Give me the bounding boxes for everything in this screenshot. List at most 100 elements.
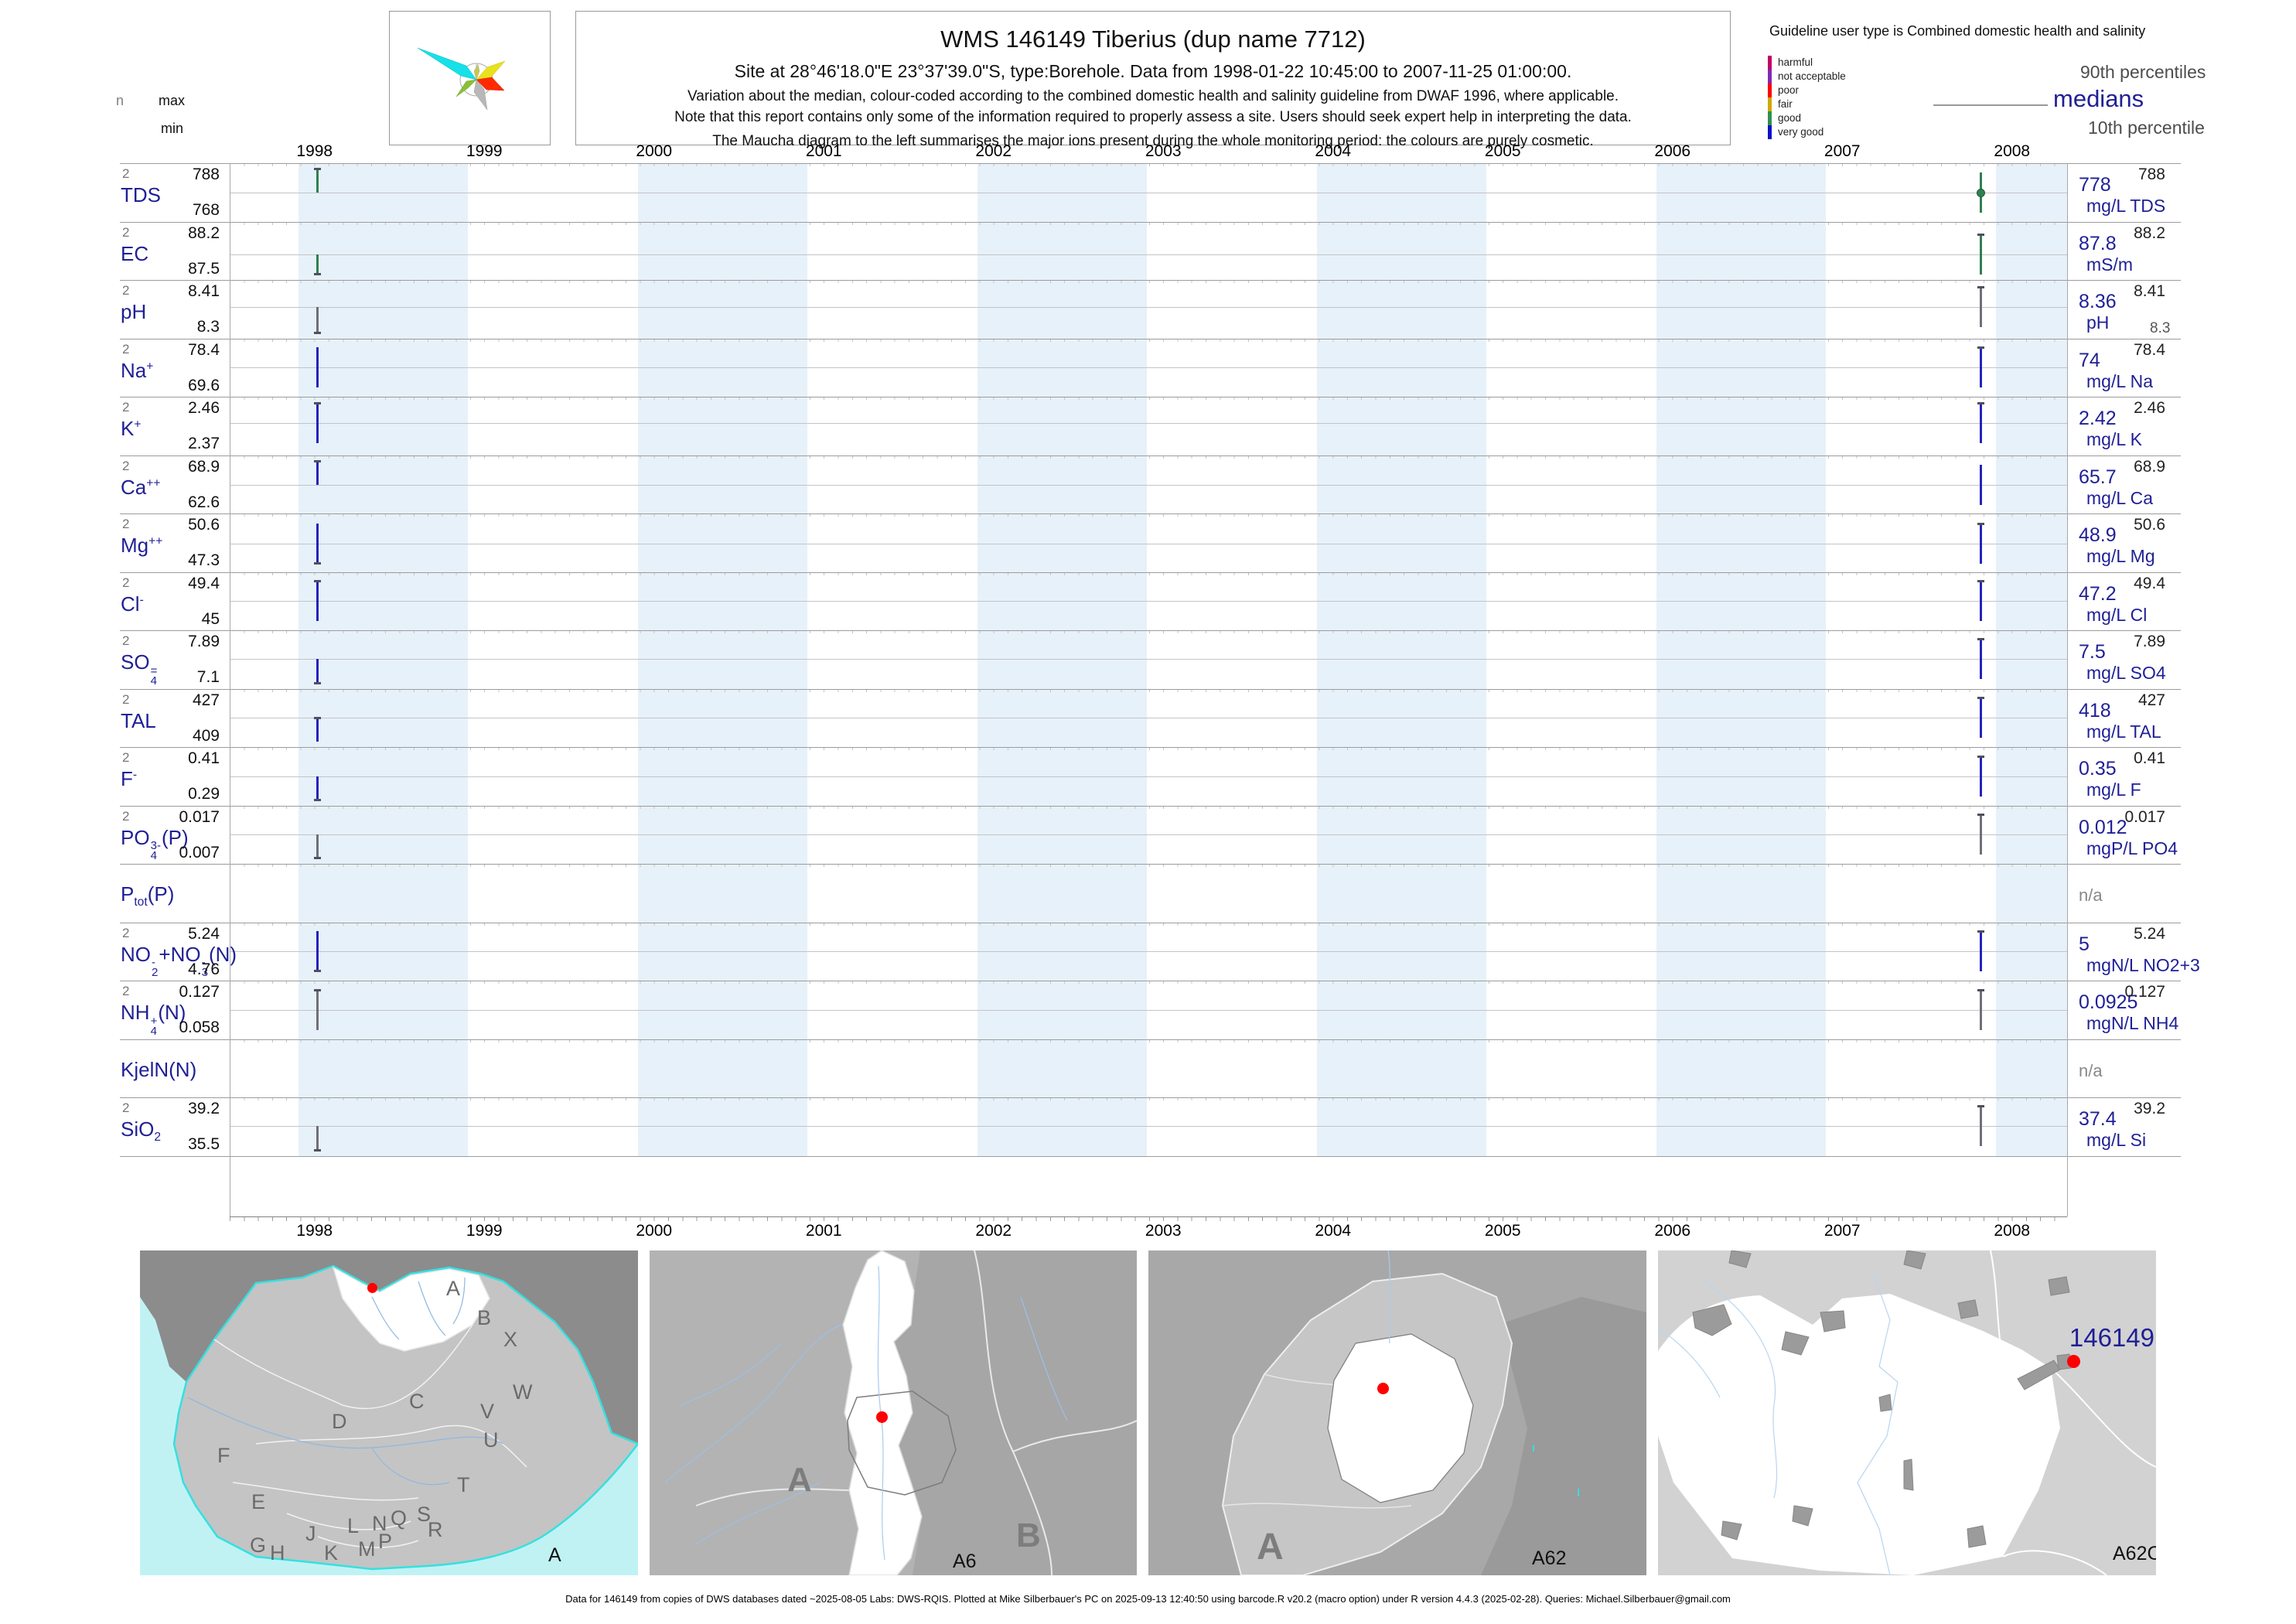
p90-value: 88.2	[2134, 223, 2165, 242]
median-line	[230, 1009, 2067, 1011]
row-minor-ticks	[230, 922, 2067, 926]
row-separator	[120, 455, 2181, 456]
region-letter-A: A	[1257, 1527, 1284, 1568]
marker-cap	[1977, 755, 1984, 758]
min-value: 0.29	[188, 785, 220, 803]
marker-cap	[1977, 638, 1984, 641]
sample-marker	[316, 254, 319, 275]
marker-cap	[1977, 988, 1984, 991]
median-dot	[1977, 188, 1985, 197]
min-value: 8.3	[196, 318, 220, 336]
map-corner-label: A	[548, 1544, 561, 1566]
marker-cap	[314, 1148, 321, 1151]
sample-marker	[316, 347, 319, 388]
row-minor-ticks	[230, 864, 2067, 867]
sample-count: 2	[122, 517, 130, 531]
year-label-top: 2008	[1994, 142, 2031, 160]
region-letter-C: C	[409, 1390, 425, 1413]
param-label-EC: EC	[121, 241, 149, 265]
year-label-bottom: 2005	[1484, 1222, 1521, 1240]
row-separator	[120, 688, 2181, 690]
unit-label: mg/L TDS	[2086, 196, 2166, 216]
region-letter-B: B	[1016, 1517, 1041, 1554]
param-label-Na: Na+	[121, 358, 154, 382]
sample-count: 2	[122, 750, 130, 765]
median-line	[230, 1125, 2067, 1127]
median-value: 2.42	[2079, 408, 2117, 429]
param-label-NO2NO3N: NO -2 +NO -3 (N)	[121, 942, 237, 980]
max-value: 49.4	[188, 574, 220, 592]
na-value: n/a	[2079, 885, 2103, 905]
param-label-PO43P: PO 3- 4 (P)	[121, 825, 189, 863]
unit-label: mgP/L PO4	[2086, 838, 2178, 858]
class-swatch-poor	[1768, 84, 1772, 97]
sample-marker	[316, 460, 319, 485]
unit-label: mg/L Mg	[2086, 546, 2155, 566]
region-letter-S: S	[417, 1503, 432, 1526]
param-label-SO4: SO = 4	[121, 650, 158, 687]
guideline-user-type: Guideline user type is Combined domestic…	[1769, 23, 2146, 39]
median-legend-line	[1933, 104, 2048, 106]
median-line	[230, 423, 2067, 425]
marker-cap	[1977, 814, 1984, 817]
year-label-bottom: 1999	[466, 1222, 503, 1240]
year-label-top: 2004	[1315, 142, 1352, 160]
maucha-diagram	[389, 11, 551, 145]
region-letter-R: R	[428, 1518, 443, 1541]
unit-label: mgN/L NO2+3	[2086, 954, 2200, 975]
region-letter-J: J	[305, 1522, 316, 1545]
sample-marker	[316, 306, 319, 333]
marker-cap	[314, 331, 321, 334]
note-maucha: The Maucha diagram to the left summarise…	[712, 133, 1594, 149]
sample-marker	[1980, 989, 1982, 1030]
maucha-star-icon	[417, 47, 506, 111]
param-label-Cl: Cl-	[121, 592, 144, 616]
row-separator	[120, 747, 2181, 748]
row-minor-ticks	[230, 455, 2067, 459]
median-legend-label: medians	[2053, 85, 2144, 112]
unit-label: mg/L Si	[2086, 1130, 2147, 1150]
marker-cap	[1977, 346, 1984, 350]
p90-value: 8.41	[2134, 282, 2165, 300]
max-value: 5.24	[188, 924, 220, 943]
sample-count: 2	[122, 984, 130, 998]
p90-value: 0.017	[2124, 807, 2165, 826]
class-swatch-fair	[1768, 97, 1772, 111]
sample-count: 2	[122, 575, 130, 590]
median-value: 0.35	[2079, 758, 2117, 780]
marker-cap	[314, 168, 321, 170]
max-value: 88.2	[188, 223, 220, 242]
x-axis-line	[230, 1216, 2067, 1217]
p90-value: 788	[2137, 165, 2165, 183]
median-value: 5	[2079, 933, 2090, 955]
param-label-Mg: Mg++	[121, 534, 163, 557]
sample-marker	[316, 834, 319, 858]
row-minor-ticks	[230, 163, 2067, 166]
sample-count: 2	[122, 283, 130, 298]
region-letter-H: H	[270, 1541, 285, 1564]
region-letter-E: E	[251, 1490, 266, 1513]
year-label-bottom: 2002	[975, 1222, 1012, 1240]
row-separator	[120, 630, 2181, 631]
map-corner-label: A62C	[2113, 1543, 2156, 1564]
max-value: 39.2	[188, 1100, 220, 1117]
median-value: 8.36	[2079, 291, 2117, 312]
p90-value: 2.46	[2134, 399, 2165, 417]
row-minor-ticks	[230, 1039, 2067, 1042]
median-value: 37.4	[2079, 1108, 2117, 1130]
param-label-K: K+	[121, 417, 142, 440]
row-separator	[120, 1155, 2181, 1157]
p90-value: 49.4	[2134, 574, 2165, 592]
note-disclaimer: Note that this report contains only some…	[674, 109, 1632, 125]
p90-value: 0.41	[2134, 749, 2165, 767]
sample-marker	[1980, 523, 1982, 564]
unit-label: mg/L SO4	[2086, 663, 2166, 683]
unit-label: mg/L K	[2086, 429, 2143, 449]
map-corner-label: A6	[953, 1551, 977, 1572]
marker-cap	[1977, 697, 1984, 700]
median-value: 0.0925	[2079, 991, 2138, 1013]
marker-cap	[1977, 285, 1984, 288]
map-secondary-catchment-a62: A A62	[1148, 1250, 1646, 1575]
unit-label: mS/m	[2086, 254, 2134, 275]
